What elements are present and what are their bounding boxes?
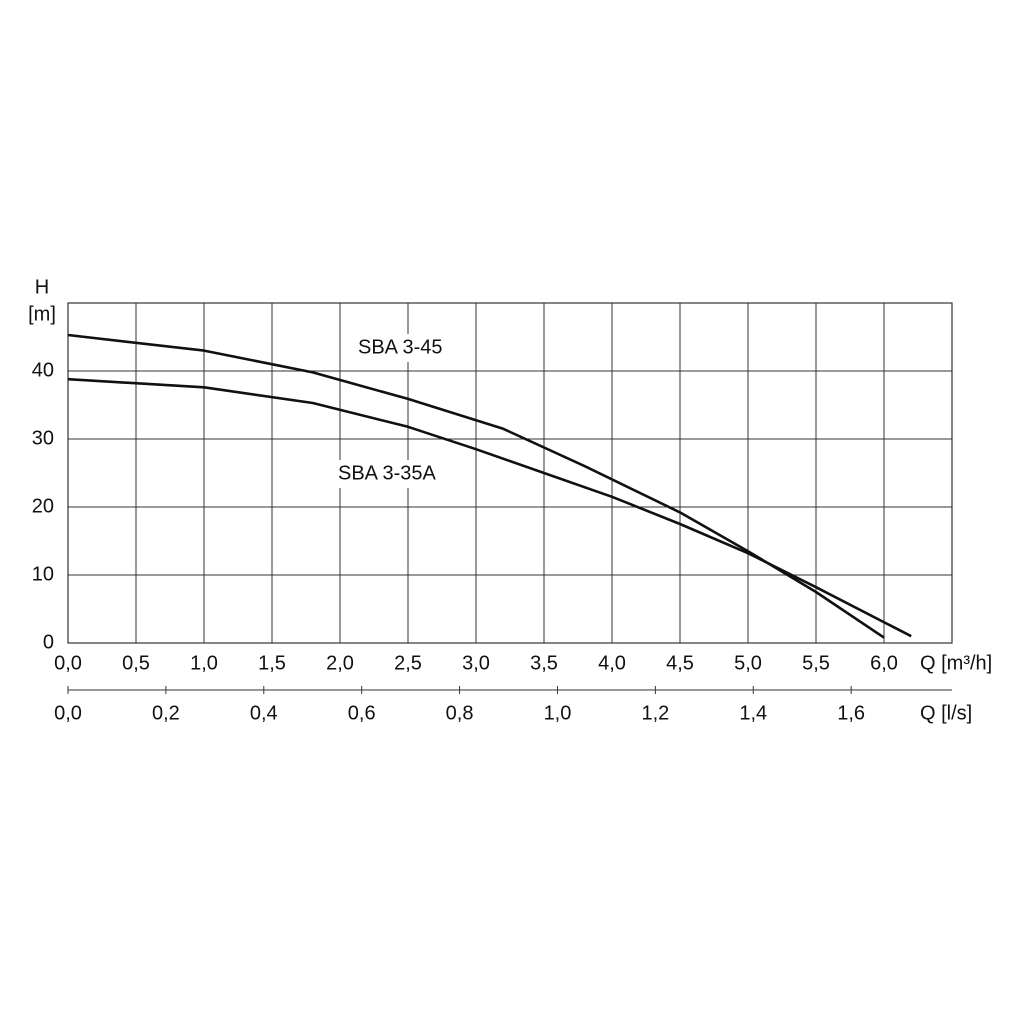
x-tick-label: 2,5 bbox=[394, 652, 422, 674]
x-tick-label: 3,0 bbox=[462, 652, 490, 674]
x2-tick-label: 0,2 bbox=[152, 702, 180, 724]
pump-curve bbox=[67, 377, 912, 638]
curve-label: SBA 3-45 bbox=[358, 336, 443, 358]
x-tick-label: 2,0 bbox=[326, 652, 354, 674]
x-axis-label: Q [m³/h] bbox=[920, 652, 992, 674]
y-tick-label: 30 bbox=[32, 427, 54, 449]
x-tick-label: 0,5 bbox=[122, 652, 150, 674]
y-tick-label: 10 bbox=[32, 563, 54, 585]
x-tick-label: 0,0 bbox=[54, 652, 82, 674]
x-tick-label: 3,5 bbox=[530, 652, 558, 674]
x2-tick-label: 1,6 bbox=[837, 702, 865, 724]
x2-tick-label: 1,0 bbox=[544, 702, 572, 724]
x2-tick-label: 0,6 bbox=[348, 702, 376, 724]
y-tick-label: 40 bbox=[32, 359, 54, 381]
x2-tick-label: 1,4 bbox=[739, 702, 767, 724]
x2-axis-label: Q [l/s] bbox=[920, 702, 972, 724]
x-tick-label: 5,0 bbox=[734, 652, 762, 674]
x2-tick-label: 0,4 bbox=[250, 702, 278, 724]
x-tick-label: 5,5 bbox=[802, 652, 830, 674]
label-bg bbox=[334, 460, 452, 488]
label-bg bbox=[354, 334, 472, 362]
x-tick-label: 6,0 bbox=[870, 652, 898, 674]
x-tick-label: 1,0 bbox=[190, 652, 218, 674]
curve-label: SBA 3-35A bbox=[338, 462, 437, 484]
y-axis-label: H bbox=[35, 276, 49, 298]
x2-tick-label: 1,2 bbox=[641, 702, 669, 724]
x2-tick-label: 0,0 bbox=[54, 702, 82, 724]
x-tick-label: 1,5 bbox=[258, 652, 286, 674]
y-tick-label: 0 bbox=[43, 631, 54, 653]
x2-tick-label: 0,8 bbox=[446, 702, 474, 724]
x-tick-label: 4,0 bbox=[598, 652, 626, 674]
x-tick-label: 4,5 bbox=[666, 652, 694, 674]
y-tick-label: 20 bbox=[32, 495, 54, 517]
y-axis-unit: [m] bbox=[28, 303, 56, 325]
